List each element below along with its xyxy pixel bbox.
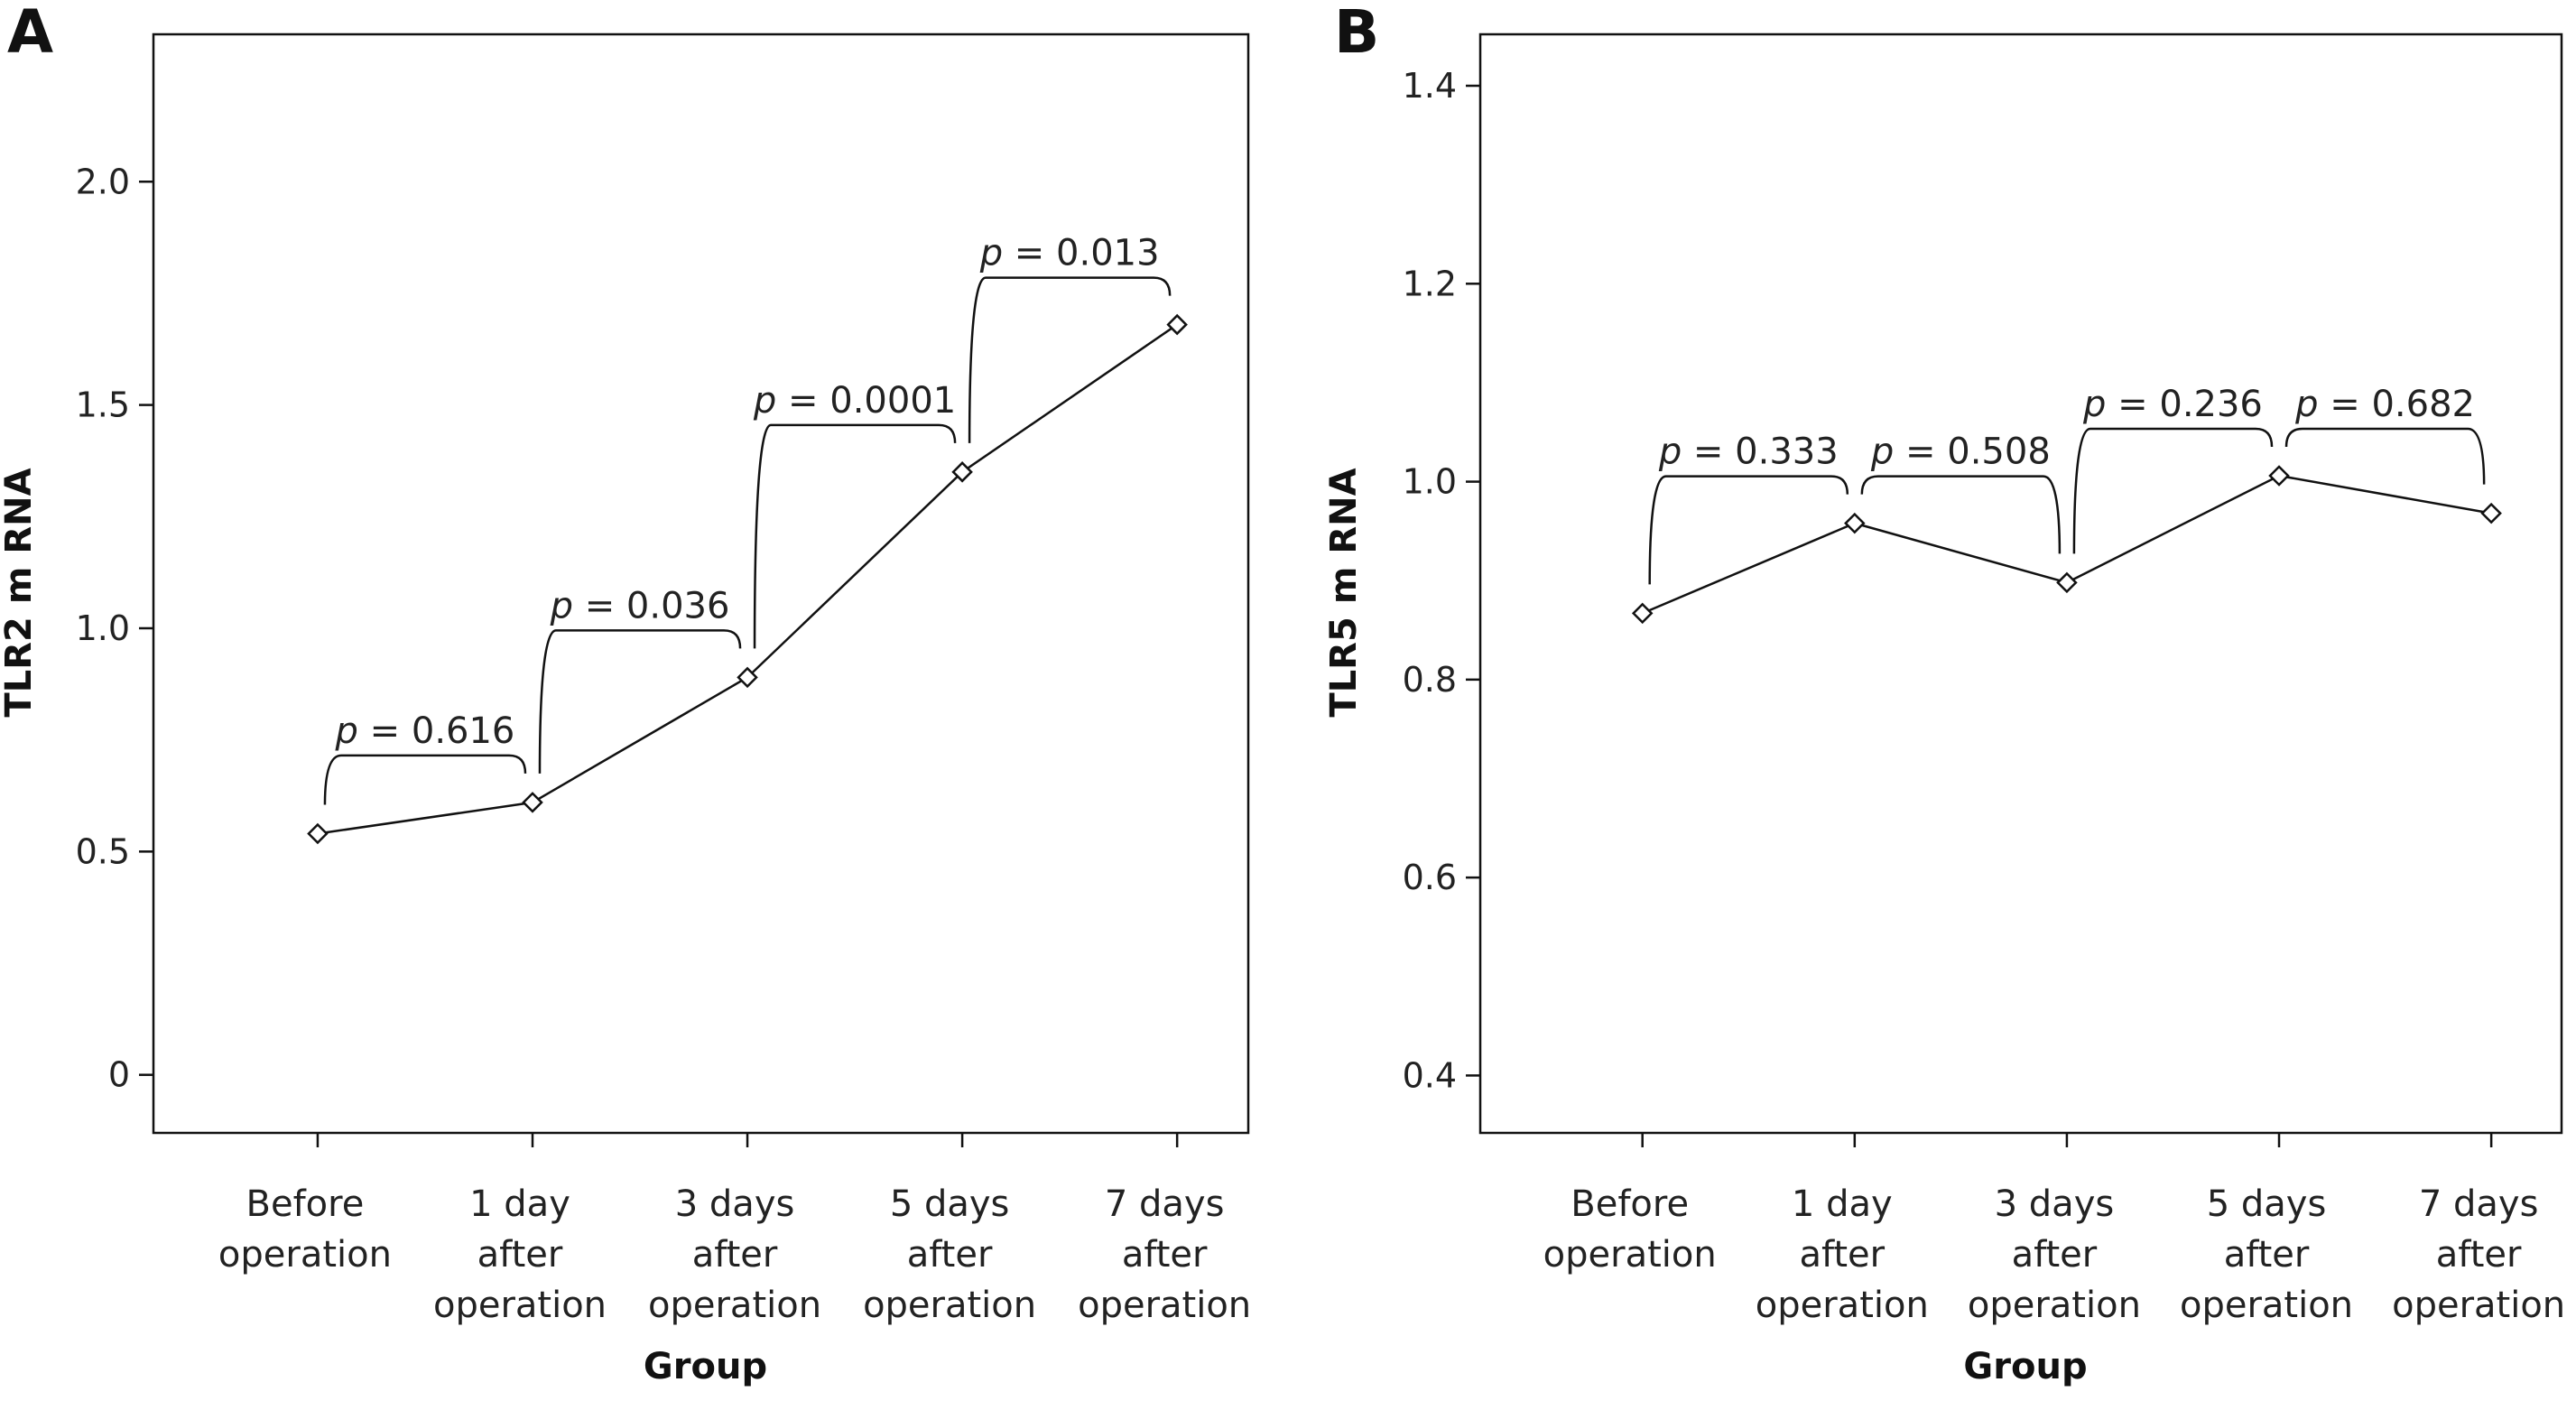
y-tick-label: 1.0 xyxy=(1403,462,1457,502)
x-axis-title: Group xyxy=(1963,1346,2087,1387)
x-tick-label: Before operation xyxy=(1543,1183,1717,1276)
p-value-label: p = 0.036 xyxy=(550,585,730,626)
y-tick-label: 0 xyxy=(108,1055,130,1095)
y-tick-label: 1.2 xyxy=(1403,264,1457,303)
x-tick-label: 7 days after operation xyxy=(1078,1183,1251,1326)
x-tick-label: 5 days after operation xyxy=(863,1183,1036,1326)
y-tick-label: 1.4 xyxy=(1403,66,1457,106)
significance-bracket xyxy=(753,423,957,649)
data-point xyxy=(307,822,329,845)
x-tick-label: 5 days after operation xyxy=(2180,1183,2353,1326)
x-tick-label: 1 day after operation xyxy=(433,1183,607,1326)
panel-a: A 0 0.5 1.0 1.5 2.0 Before operation 1 day after o… xyxy=(0,0,1251,1387)
panel-letter: A xyxy=(7,0,53,67)
significance-bracket xyxy=(538,629,742,774)
p-value-label: p = 0.236 xyxy=(2082,384,2263,425)
y-axis-title: TLR2 m RNA xyxy=(0,468,40,717)
p-value-label: p = 0.616 xyxy=(335,710,515,752)
x-tick-label: 7 days after operation xyxy=(2392,1183,2565,1326)
significance-bracket xyxy=(1860,475,2062,554)
significance-bracket xyxy=(1648,475,1849,585)
data-point xyxy=(1166,313,1188,336)
p-value-label: p = 0.682 xyxy=(2294,384,2475,425)
x-tick-label: 3 days after operation xyxy=(1968,1183,2141,1326)
panel-b: B 0.4 0.6 0.8 1.0 1.2 1.4 Before operation 1 day a… xyxy=(1323,0,2565,1387)
p-value-label: p = 0.0001 xyxy=(753,380,956,422)
y-axis-title: TLR5 m RNA xyxy=(1323,468,1365,717)
y-tick-label: 0.8 xyxy=(1403,660,1457,700)
significance-bracket xyxy=(2072,427,2274,554)
p-value-label: p = 0.013 xyxy=(979,233,1160,274)
x-axis-title: Group xyxy=(644,1346,767,1387)
significance-bracket xyxy=(968,276,1172,443)
data-point xyxy=(2056,571,2078,594)
p-value-label: p = 0.333 xyxy=(1658,431,1839,473)
y-tick-label: 0.4 xyxy=(1403,1055,1457,1095)
data-point xyxy=(1844,512,1866,534)
plot-frame xyxy=(1478,32,2563,1135)
y-tick-label: 1.5 xyxy=(76,385,130,425)
x-tick-label: 3 days after operation xyxy=(648,1183,821,1326)
y-tick-label: 0.6 xyxy=(1403,858,1457,897)
significance-bracket xyxy=(2284,427,2486,485)
series-line xyxy=(317,323,1178,835)
x-tick-label: Before operation xyxy=(218,1183,392,1276)
data-point xyxy=(951,461,973,483)
data-point xyxy=(522,792,543,813)
y-tick-label: 0.5 xyxy=(76,831,130,871)
x-tick-label: 1 day after operation xyxy=(1756,1183,1929,1326)
data-point xyxy=(1631,602,1654,625)
y-tick-label: 2.0 xyxy=(76,162,130,201)
p-value-label: p = 0.508 xyxy=(1870,431,2051,473)
plot-frame xyxy=(152,32,1250,1135)
significance-bracket xyxy=(323,754,527,805)
data-point xyxy=(737,666,758,689)
data-point xyxy=(2480,502,2502,524)
panel-letter: B xyxy=(1334,0,1379,67)
y-tick-label: 1.0 xyxy=(76,608,130,648)
data-point xyxy=(2268,465,2290,487)
